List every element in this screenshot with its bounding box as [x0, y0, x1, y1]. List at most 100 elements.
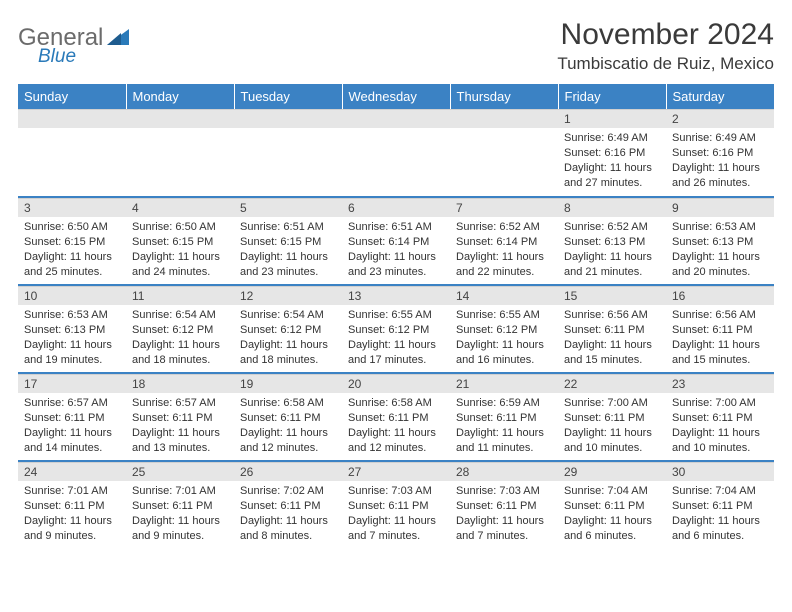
sunset-text: Sunset: 6:16 PM: [672, 146, 768, 161]
sunrise-text: Sunrise: 6:56 AM: [564, 308, 660, 323]
sunset-text: Sunset: 6:11 PM: [240, 499, 336, 514]
cell-body: Sunrise: 6:52 AMSunset: 6:13 PMDaylight:…: [558, 217, 666, 283]
day-number-empty: [450, 109, 558, 128]
calendar-cell: 22Sunrise: 7:00 AMSunset: 6:11 PMDayligh…: [558, 373, 666, 461]
sunset-text: Sunset: 6:16 PM: [564, 146, 660, 161]
sunrise-text: Sunrise: 6:51 AM: [240, 220, 336, 235]
month-title: November 2024: [557, 18, 774, 52]
logo-triangle-icon: [107, 27, 129, 50]
calendar-cell: 8Sunrise: 6:52 AMSunset: 6:13 PMDaylight…: [558, 197, 666, 285]
col-saturday: Saturday: [666, 84, 774, 109]
header: General November 2024 Tumbiscatio de Rui…: [18, 18, 774, 74]
daylight-text: Daylight: 11 hours and 14 minutes.: [24, 426, 120, 456]
cell-body: Sunrise: 6:49 AMSunset: 6:16 PMDaylight:…: [666, 128, 774, 194]
calendar-cell: 1Sunrise: 6:49 AMSunset: 6:16 PMDaylight…: [558, 109, 666, 197]
calendar-cell: 10Sunrise: 6:53 AMSunset: 6:13 PMDayligh…: [18, 285, 126, 373]
calendar-cell: 19Sunrise: 6:58 AMSunset: 6:11 PMDayligh…: [234, 373, 342, 461]
calendar-cell: 15Sunrise: 6:56 AMSunset: 6:11 PMDayligh…: [558, 285, 666, 373]
cell-body: Sunrise: 7:01 AMSunset: 6:11 PMDaylight:…: [18, 481, 126, 547]
cell-body-empty: [18, 128, 126, 188]
cell-body: Sunrise: 7:04 AMSunset: 6:11 PMDaylight:…: [558, 481, 666, 547]
col-monday: Monday: [126, 84, 234, 109]
cell-body-empty: [342, 128, 450, 188]
daylight-text: Daylight: 11 hours and 7 minutes.: [348, 514, 444, 544]
day-number: 6: [342, 198, 450, 217]
calendar-cell: 25Sunrise: 7:01 AMSunset: 6:11 PMDayligh…: [126, 461, 234, 549]
day-number-empty: [342, 109, 450, 128]
sunset-text: Sunset: 6:12 PM: [456, 323, 552, 338]
sunrise-text: Sunrise: 6:57 AM: [132, 396, 228, 411]
day-number: 21: [450, 374, 558, 393]
calendar-row: 3Sunrise: 6:50 AMSunset: 6:15 PMDaylight…: [18, 197, 774, 285]
day-number: 13: [342, 286, 450, 305]
calendar-cell: 12Sunrise: 6:54 AMSunset: 6:12 PMDayligh…: [234, 285, 342, 373]
calendar-cell: 18Sunrise: 6:57 AMSunset: 6:11 PMDayligh…: [126, 373, 234, 461]
cell-body-empty: [450, 128, 558, 188]
day-number: 12: [234, 286, 342, 305]
sunrise-text: Sunrise: 6:54 AM: [132, 308, 228, 323]
cell-body-empty: [234, 128, 342, 188]
daylight-text: Daylight: 11 hours and 9 minutes.: [132, 514, 228, 544]
daylight-text: Daylight: 11 hours and 6 minutes.: [672, 514, 768, 544]
sunrise-text: Sunrise: 6:49 AM: [564, 131, 660, 146]
daylight-text: Daylight: 11 hours and 10 minutes.: [564, 426, 660, 456]
sunrise-text: Sunrise: 6:59 AM: [456, 396, 552, 411]
cell-body-empty: [126, 128, 234, 188]
day-number: 3: [18, 198, 126, 217]
sunrise-text: Sunrise: 6:53 AM: [24, 308, 120, 323]
calendar-cell: 26Sunrise: 7:02 AMSunset: 6:11 PMDayligh…: [234, 461, 342, 549]
col-tuesday: Tuesday: [234, 84, 342, 109]
daylight-text: Daylight: 11 hours and 18 minutes.: [240, 338, 336, 368]
sunset-text: Sunset: 6:11 PM: [24, 411, 120, 426]
sunrise-text: Sunrise: 6:58 AM: [240, 396, 336, 411]
day-number: 16: [666, 286, 774, 305]
cell-body: Sunrise: 6:58 AMSunset: 6:11 PMDaylight:…: [234, 393, 342, 459]
calendar-cell: 2Sunrise: 6:49 AMSunset: 6:16 PMDaylight…: [666, 109, 774, 197]
sunrise-text: Sunrise: 6:55 AM: [456, 308, 552, 323]
sunset-text: Sunset: 6:13 PM: [564, 235, 660, 250]
cell-body: Sunrise: 6:50 AMSunset: 6:15 PMDaylight:…: [126, 217, 234, 283]
calendar-cell: [18, 109, 126, 197]
cell-body: Sunrise: 7:04 AMSunset: 6:11 PMDaylight:…: [666, 481, 774, 547]
day-number: 25: [126, 462, 234, 481]
cell-body: Sunrise: 6:55 AMSunset: 6:12 PMDaylight:…: [450, 305, 558, 371]
daylight-text: Daylight: 11 hours and 6 minutes.: [564, 514, 660, 544]
daylight-text: Daylight: 11 hours and 15 minutes.: [564, 338, 660, 368]
cell-body: Sunrise: 6:49 AMSunset: 6:16 PMDaylight:…: [558, 128, 666, 194]
sunrise-text: Sunrise: 7:03 AM: [456, 484, 552, 499]
day-number: 27: [342, 462, 450, 481]
sunrise-text: Sunrise: 6:56 AM: [672, 308, 768, 323]
daylight-text: Daylight: 11 hours and 20 minutes.: [672, 250, 768, 280]
day-number: 2: [666, 109, 774, 128]
daylight-text: Daylight: 11 hours and 8 minutes.: [240, 514, 336, 544]
day-number: 24: [18, 462, 126, 481]
calendar-cell: 28Sunrise: 7:03 AMSunset: 6:11 PMDayligh…: [450, 461, 558, 549]
logo-text-blue: Blue: [38, 46, 76, 68]
calendar-cell: [450, 109, 558, 197]
daylight-text: Daylight: 11 hours and 13 minutes.: [132, 426, 228, 456]
sunrise-text: Sunrise: 6:53 AM: [672, 220, 768, 235]
cell-body: Sunrise: 6:51 AMSunset: 6:15 PMDaylight:…: [234, 217, 342, 283]
sunrise-text: Sunrise: 6:51 AM: [348, 220, 444, 235]
cell-body: Sunrise: 7:01 AMSunset: 6:11 PMDaylight:…: [126, 481, 234, 547]
daylight-text: Daylight: 11 hours and 18 minutes.: [132, 338, 228, 368]
calendar-cell: 30Sunrise: 7:04 AMSunset: 6:11 PMDayligh…: [666, 461, 774, 549]
sunset-text: Sunset: 6:11 PM: [348, 411, 444, 426]
col-sunday: Sunday: [18, 84, 126, 109]
calendar-cell: [126, 109, 234, 197]
daylight-text: Daylight: 11 hours and 12 minutes.: [240, 426, 336, 456]
cell-body: Sunrise: 6:54 AMSunset: 6:12 PMDaylight:…: [234, 305, 342, 371]
sunset-text: Sunset: 6:11 PM: [672, 499, 768, 514]
daylight-text: Daylight: 11 hours and 22 minutes.: [456, 250, 552, 280]
cell-body: Sunrise: 6:58 AMSunset: 6:11 PMDaylight:…: [342, 393, 450, 459]
sunrise-text: Sunrise: 7:04 AM: [564, 484, 660, 499]
day-number-empty: [234, 109, 342, 128]
daylight-text: Daylight: 11 hours and 17 minutes.: [348, 338, 444, 368]
sunset-text: Sunset: 6:11 PM: [672, 323, 768, 338]
calendar-cell: 4Sunrise: 6:50 AMSunset: 6:15 PMDaylight…: [126, 197, 234, 285]
sunset-text: Sunset: 6:15 PM: [24, 235, 120, 250]
daylight-text: Daylight: 11 hours and 11 minutes.: [456, 426, 552, 456]
sunrise-text: Sunrise: 7:01 AM: [132, 484, 228, 499]
calendar-cell: 14Sunrise: 6:55 AMSunset: 6:12 PMDayligh…: [450, 285, 558, 373]
calendar-cell: 23Sunrise: 7:00 AMSunset: 6:11 PMDayligh…: [666, 373, 774, 461]
